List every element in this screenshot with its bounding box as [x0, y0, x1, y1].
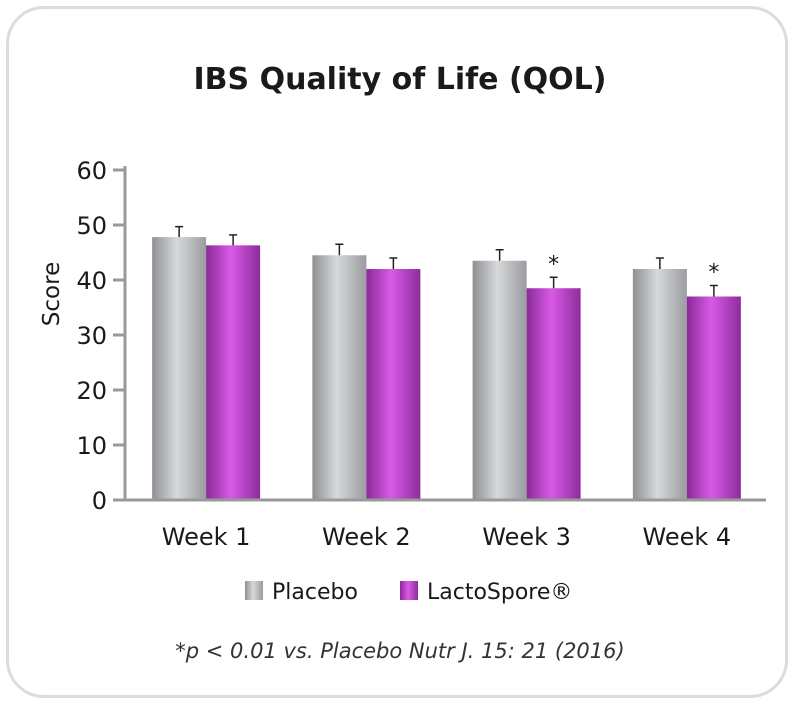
bar-lactospore-week-2: [366, 269, 421, 500]
bar-lactospore-week-1: [206, 245, 261, 500]
legend-swatch-placebo: [245, 581, 263, 600]
bar-lactospore-week-3: [526, 288, 581, 500]
bar-placebo-week-1: [152, 237, 207, 500]
y-tick-label: 0: [92, 487, 107, 515]
footnote: *p < 0.01 vs. Placebo Nutr J. 15: 21 (20…: [175, 639, 624, 663]
y-tick-label: 60: [76, 157, 107, 185]
y-tick-label: 50: [76, 212, 107, 240]
bar-placebo-week-4: [632, 269, 687, 500]
legend-swatch-lactospore: [400, 581, 418, 600]
bar-placebo-week-3: [472, 260, 527, 500]
bar-placebo-week-2: [312, 255, 367, 500]
significance-star: *: [548, 252, 559, 277]
legend-label-lactospore: LactoSpore®: [427, 580, 572, 605]
x-tick-label: Week 2: [322, 523, 411, 551]
chart-title: IBS Quality of Life (QOL): [194, 62, 607, 97]
bar-lactospore-week-4: [686, 296, 741, 500]
x-tick-label: Week 3: [482, 523, 571, 551]
significance-star: *: [708, 261, 719, 286]
x-tick-label: Week 4: [643, 523, 732, 551]
y-tick-label: 40: [76, 267, 107, 295]
legend-label-placebo: Placebo: [272, 580, 358, 605]
y-tick-label: 20: [76, 377, 107, 405]
y-axis-label: Score: [39, 262, 65, 326]
x-tick-label: Week 1: [162, 523, 251, 551]
y-tick-label: 10: [76, 432, 107, 460]
y-tick-label: 30: [76, 322, 107, 350]
